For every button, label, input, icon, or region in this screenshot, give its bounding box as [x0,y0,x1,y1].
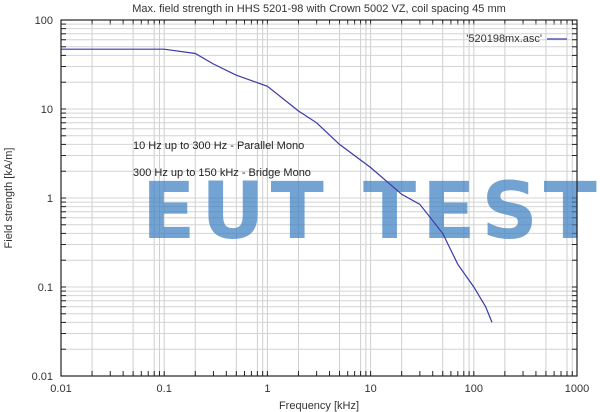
chart-title: Max. field strength in HHS 5201-98 with … [132,3,506,15]
watermark: EUT TEST [142,167,600,257]
x-axis-ticks: 0.01 0.1 1 10 100 1000 [50,383,589,395]
y-tick-label: 10 [41,104,53,116]
x-axis-label: Frequency [kHz] [279,400,359,412]
legend-label: '520198mx.asc' [466,33,542,45]
y-tick-label: 100 [35,15,53,27]
y-axis-ticks: 100 10 1 0.1 0.01 [32,15,53,383]
x-tick-label: 0.1 [157,383,172,395]
x-tick-label: 100 [465,383,483,395]
annotation-bridge-mono: 300 Hz up to 150 kHz - Bridge Mono [133,167,311,179]
y-axis-label: Field strength [kA/m] [3,148,15,249]
x-tick-label: 1 [264,383,270,395]
y-tick-label: 1 [47,193,53,205]
annotation-parallel-mono: 10 Hz up to 300 Hz - Parallel Mono [133,140,304,152]
x-tick-label: 10 [364,383,376,395]
plot-frame [60,19,578,377]
data-line-520198mx [61,48,493,323]
grid-lines [61,20,577,376]
x-tick-label: 0.01 [50,383,71,395]
y-tick-label: 0.01 [32,371,53,383]
x-tick-label: 1000 [565,383,589,395]
legend: '520198mx.asc' [466,33,567,45]
y-tick-label: 0.1 [38,282,53,294]
